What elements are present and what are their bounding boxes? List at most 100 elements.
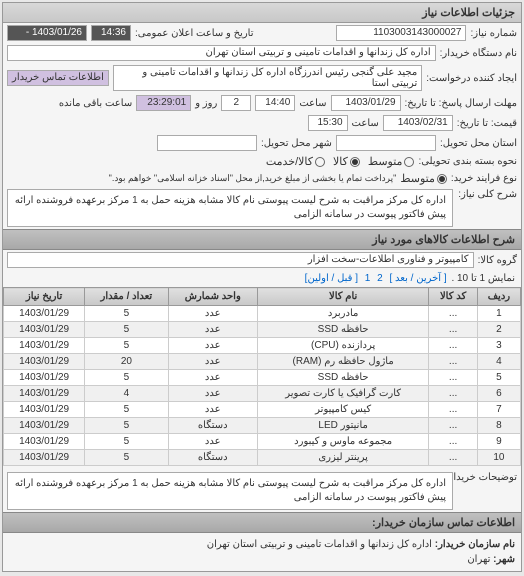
table-row[interactable]: 10...پرینتر لیزریدستگاه51403/01/29 (4, 450, 521, 466)
table-cell: ... (429, 434, 478, 450)
delivery-city (157, 135, 257, 151)
package-opt-1[interactable]: کالا (333, 155, 360, 168)
package-radio-group: متوسط کالا کالا/خدمت (266, 155, 415, 168)
send-time: 14:40 (255, 95, 295, 111)
table-cell: عدد (168, 354, 257, 370)
contact-buyer-button[interactable]: اطلاعات تماس خریدار (7, 70, 109, 86)
table-cell: ماژول حافظه رم (RAM) (257, 354, 428, 370)
remain-day-label: روز و (195, 98, 217, 109)
row-delivery: استان محل تحویل: شهر محل تحویل: (3, 133, 521, 153)
announce-date: 1403/01/26 - (7, 25, 87, 41)
table-cell: ... (429, 306, 478, 322)
pager-2[interactable]: 2 (377, 273, 383, 284)
table-row[interactable]: 3...پردازنده (CPU)عدد51403/01/29 (4, 338, 521, 354)
payment-label: نوع فرایند خرید: (451, 173, 517, 184)
row-price-deadline: قیمت: تا تاریخ: 1403/02/31 ساعت 15:30 (3, 113, 521, 133)
table-cell: حافظه SSD (257, 370, 428, 386)
org-value: اداره کل زندانها و اقدامات تامینی و تربی… (207, 539, 432, 550)
table-cell: ... (429, 418, 478, 434)
table-cell: 7 (477, 402, 520, 418)
table-cell: 10 (477, 450, 520, 466)
package-opt-2[interactable]: کالا/خدمت (266, 155, 325, 168)
table-cell: ... (429, 338, 478, 354)
table-cell: ... (429, 322, 478, 338)
table-cell: 1403/01/29 (4, 434, 85, 450)
table-header: ردیف (477, 288, 520, 306)
table-cell: 1403/01/29 (4, 450, 85, 466)
table-header: تعداد / مقدار (85, 288, 168, 306)
table-cell: پردازنده (CPU) (257, 338, 428, 354)
panel-title: جزئیات اطلاعات نیاز (3, 3, 521, 23)
req-no-label: شماره نیاز: (470, 28, 517, 39)
price-date: 1403/02/31 (383, 115, 453, 131)
table-cell: ... (429, 402, 478, 418)
row-buyer: نام دستگاه خریدار: اداره کل زندانها و اق… (3, 43, 521, 63)
row-payment: نوع فرایند خرید: متوسط "پرداخت تمام یا ب… (3, 170, 521, 187)
table-row[interactable]: 1...مادربردعدد51403/01/29 (4, 306, 521, 322)
row-req-no: شماره نیاز: 1103003143000027 تاریخ و ساع… (3, 23, 521, 43)
contact-section-bar: اطلاعات تماس سازمان خریدار: (3, 512, 521, 533)
table-cell: عدد (168, 402, 257, 418)
org-label: نام سازمان خریدار: (435, 539, 515, 550)
table-cell: 2 (477, 322, 520, 338)
remain-time: 23:29:01 (136, 95, 191, 111)
table-row[interactable]: 4...ماژول حافظه رم (RAM)عدد201403/01/29 (4, 354, 521, 370)
table-cell: 1403/01/29 (4, 418, 85, 434)
table-cell: مجموعه ماوس و کیبورد (257, 434, 428, 450)
announce-label: تاریخ و ساعت اعلان عمومی: (135, 28, 254, 39)
row-package: نحوه بسته بندی تحویلی: متوسط کالا کالا/خ… (3, 153, 521, 170)
table-row[interactable]: 5...حافظه SSDعدد51403/01/29 (4, 370, 521, 386)
table-cell: 4 (477, 354, 520, 370)
table-row[interactable]: 2...حافظه SSDعدد51403/01/29 (4, 322, 521, 338)
table-cell: مانیتور LED (257, 418, 428, 434)
goods-group-label: گروه کالا: (478, 255, 517, 266)
table-row[interactable]: 7...کیس کامپیوترعدد51403/01/29 (4, 402, 521, 418)
payment-note: "پرداخت تمام یا بخشی از مبلغ خرید,از محل… (109, 173, 397, 184)
table-cell: عدد (168, 322, 257, 338)
pager: نمایش 1 تا 10 . [ آخرین / بعد ] 2 1 [ قب… (3, 270, 521, 287)
row-send-deadline: مهلت ارسال پاسخ: تا تاریخ: 1403/01/29 سا… (3, 93, 521, 113)
table-cell: دستگاه (168, 418, 257, 434)
buyer-field: اداره کل زندانها و اقدامات تامینی و تربی… (7, 45, 436, 61)
main-desc-label: شرح کلی نیاز: (457, 189, 517, 200)
footer-info: نام سازمان خریدار: اداره کل زندانها و اق… (3, 533, 521, 571)
table-cell: 1403/01/29 (4, 402, 85, 418)
table-cell: 5 (85, 402, 168, 418)
row-main-desc: شرح کلی نیاز: اداره کل مرکز مراقبت به شر… (3, 187, 521, 229)
delivery-place-label: استان محل تحویل: (440, 138, 517, 149)
pager-last[interactable]: [ آخرین / بعد ] (389, 273, 446, 284)
pager-1[interactable]: 1 (365, 273, 371, 284)
price-label: قیمت: تا تاریخ: (457, 118, 517, 129)
table-cell: عدد (168, 386, 257, 402)
table-cell: ... (429, 354, 478, 370)
send-label: مهلت ارسال پاسخ: تا تاریخ: (405, 98, 517, 109)
send-date: 1403/01/29 (331, 95, 401, 111)
table-cell: پرینتر لیزری (257, 450, 428, 466)
buyer-notes-label: توضیحات خریدار: (457, 472, 517, 483)
remain-suffix: ساعت باقی مانده (59, 98, 132, 109)
package-label: نحوه بسته بندی تحویلی: (418, 156, 517, 167)
table-cell: عدد (168, 370, 257, 386)
table-cell: 3 (477, 338, 520, 354)
table-row[interactable]: 9...مجموعه ماوس و کیبوردعدد51403/01/29 (4, 434, 521, 450)
goods-table: ردیفکد کالانام کالاواحد شمارشتعداد / مقد… (3, 287, 521, 466)
package-opt-0[interactable]: متوسط (368, 155, 415, 168)
price-time: 15:30 (308, 115, 348, 131)
table-row[interactable]: 6...کارت گرافیک یا کارت تصویرعدد41403/01… (4, 386, 521, 402)
table-cell: ... (429, 370, 478, 386)
table-header: واحد شمارش (168, 288, 257, 306)
pager-first[interactable]: [ قبل / اولین] (305, 273, 358, 284)
city-label: شهر: (493, 554, 515, 565)
main-panel: جزئیات اطلاعات نیاز شماره نیاز: 11030031… (2, 2, 522, 572)
req-no-field: 1103003143000027 (336, 25, 466, 41)
table-cell: 1403/01/29 (4, 338, 85, 354)
payment-opt-0[interactable]: متوسط (400, 172, 447, 185)
table-cell: ... (429, 386, 478, 402)
buyer-label: نام دستگاه خریدار: (440, 48, 517, 59)
remain-days: 2 (221, 95, 251, 111)
table-cell: 5 (85, 338, 168, 354)
table-cell: 4 (85, 386, 168, 402)
table-row[interactable]: 8...مانیتور LEDدستگاه51403/01/29 (4, 418, 521, 434)
price-time-label: ساعت (352, 118, 379, 129)
goods-section-bar: شرح اطلاعات کالاهای مورد نیاز (3, 229, 521, 250)
